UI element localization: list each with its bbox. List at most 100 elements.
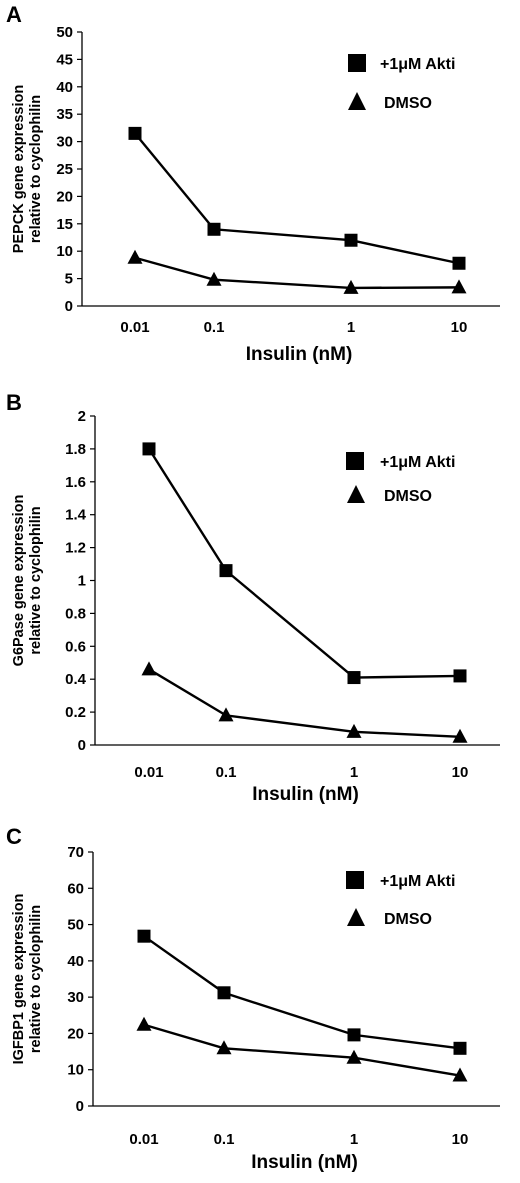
series-line-akti <box>147 448 461 679</box>
y-tick-label: 10 <box>56 243 73 260</box>
data-point-triangle <box>216 1040 232 1055</box>
y-tick-label: 25 <box>56 161 73 178</box>
x-tick-label: 1 <box>350 764 358 781</box>
data-point-triangle <box>218 707 234 722</box>
y-tick-label: 10 <box>67 1062 84 1079</box>
legend-square-icon <box>346 452 364 470</box>
x-tick-label: 0.01 <box>134 764 163 781</box>
data-point-triangle <box>452 728 468 743</box>
y-tick-label: 5 <box>65 271 73 288</box>
legend-label-akti: +1μM Akti <box>380 454 455 471</box>
data-point-square <box>142 442 156 456</box>
data-point-triangle <box>127 249 143 264</box>
data-point-triangle <box>141 661 157 676</box>
data-point-triangle <box>451 279 467 294</box>
data-point-triangle <box>346 723 362 738</box>
x-tick-label: 1 <box>350 1131 358 1148</box>
y-tick-label: 40 <box>56 79 73 96</box>
y-tick-label: 1.4 <box>65 507 87 524</box>
y-axis-title-line: G6Pase gene expression <box>11 495 27 667</box>
x-tick-label: 0.1 <box>214 1131 235 1148</box>
panel-letter: A <box>6 2 22 27</box>
y-axis-title-line: relative to cyclophilin <box>28 95 44 243</box>
x-tick-label: 1 <box>347 319 355 336</box>
y-tick-label: 0 <box>65 298 73 315</box>
y-tick-label: 15 <box>56 216 73 233</box>
x-tick-label: 0.1 <box>216 764 237 781</box>
data-point-square <box>347 671 361 685</box>
y-tick-label: 0.2 <box>65 704 86 721</box>
x-axis-title: Insulin (nM) <box>252 784 359 805</box>
panel-letter: B <box>6 390 22 415</box>
y-axis-title: G6Pase gene expressionrelative to cyclop… <box>11 495 44 667</box>
y-tick-label: 0 <box>76 1098 84 1115</box>
y-tick-label: 20 <box>67 1025 84 1042</box>
data-point-square <box>128 126 142 140</box>
legend-label-akti: +1μM Akti <box>380 56 455 73</box>
series-line-dmso <box>134 256 460 290</box>
series-line-akti <box>143 935 461 1050</box>
y-tick-label: 20 <box>56 188 73 205</box>
data-point-square <box>207 222 221 236</box>
data-point-square <box>347 1028 361 1042</box>
y-tick-label: 1 <box>78 573 86 590</box>
data-point-triangle <box>136 1016 152 1031</box>
x-tick-label: 0.01 <box>120 319 149 336</box>
y-tick-label: 30 <box>56 134 73 151</box>
y-axis-title: IGFBP1 gene expressionrelative to cyclop… <box>11 894 44 1065</box>
legend-label-dmso: DMSO <box>384 488 432 505</box>
y-tick-label: 0.8 <box>65 605 86 622</box>
y-tick-label: 70 <box>67 844 84 861</box>
y-tick-label: 1.6 <box>65 474 86 491</box>
data-point-square <box>217 986 231 1000</box>
y-tick-label: 50 <box>67 917 84 934</box>
legend-square-icon <box>346 871 364 889</box>
legend-label-dmso: DMSO <box>384 95 432 112</box>
legend-triangle-icon <box>347 908 365 926</box>
x-axis-title: Insulin (nM) <box>251 1152 358 1173</box>
series-line-dmso <box>143 1023 461 1077</box>
y-tick-label: 60 <box>67 880 84 897</box>
x-tick-label: 10 <box>452 1131 469 1148</box>
y-tick-label: 0.6 <box>65 638 86 655</box>
data-point-triangle <box>346 1049 362 1064</box>
data-point-square <box>219 564 233 578</box>
y-tick-label: 50 <box>56 24 73 41</box>
chart-panel-c: C 0 10 20 30 40 50 60 70 0.01 0.1 1 10 Insulin (nM) IG… <box>6 824 500 1173</box>
y-tick-label: 30 <box>67 989 84 1006</box>
legend-triangle-icon <box>347 485 365 503</box>
y-tick-label: 1.8 <box>65 441 86 458</box>
chart-panel-b: B 0 0.2 0.4 0.6 0.8 1 1.2 1.4 1.6 1.8 2 0.01 0.1 1 10 In… <box>6 390 500 805</box>
y-axis-title-line: IGFBP1 gene expression <box>11 894 27 1065</box>
y-axis-title: PEPCK gene expressionrelative to cycloph… <box>11 85 44 253</box>
y-axis-title-line: PEPCK gene expression <box>11 85 27 253</box>
x-axis-title: Insulin (nM) <box>246 344 353 365</box>
y-axis-title-line: relative to cyclophilin <box>28 905 44 1053</box>
data-point-square <box>137 929 151 943</box>
y-tick-label: 35 <box>56 106 73 123</box>
legend-square-icon <box>348 54 366 72</box>
legend-triangle-icon <box>348 92 366 110</box>
series-line-dmso <box>148 668 461 738</box>
x-tick-label: 0.1 <box>204 319 225 336</box>
panel-letter: C <box>6 824 22 849</box>
y-tick-label: 45 <box>56 51 73 68</box>
series-line-akti <box>134 132 460 265</box>
legend-label-akti: +1μM Akti <box>380 873 455 890</box>
y-tick-label: 1.2 <box>65 540 86 557</box>
legend-label-dmso: DMSO <box>384 911 432 928</box>
y-tick-label: 40 <box>67 953 84 970</box>
data-point-square <box>453 1041 467 1055</box>
data-point-square <box>344 233 358 247</box>
data-point-triangle <box>452 1067 468 1082</box>
y-tick-label: 2 <box>78 408 86 425</box>
y-axis-title-line: relative to cyclophilin <box>28 506 44 654</box>
y-tick-label: 0 <box>78 737 86 754</box>
data-point-square <box>453 669 467 683</box>
data-point-triangle <box>343 279 359 294</box>
chart-panel-a: A 0 5 10 15 20 25 30 35 40 45 50 0.01 0.1 1 10 Insulin (… <box>6 2 500 365</box>
x-tick-label: 0.01 <box>129 1131 158 1148</box>
data-point-square <box>452 256 466 270</box>
data-point-triangle <box>206 271 222 286</box>
